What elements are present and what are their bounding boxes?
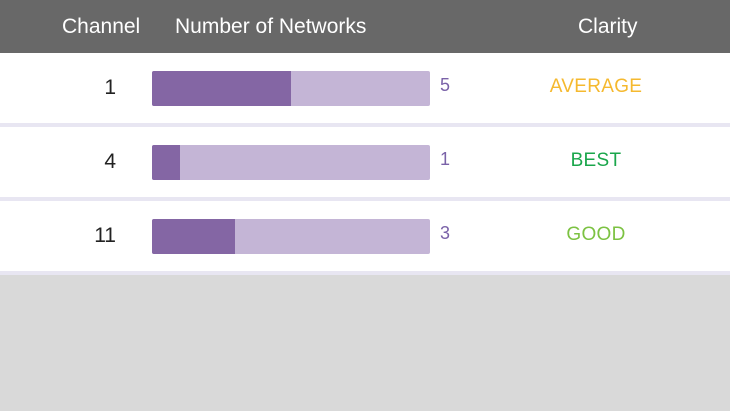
networks-count: 5: [440, 75, 451, 95]
channel-number: 1: [104, 76, 116, 99]
channel-column-header: Channel: [62, 15, 141, 38]
networks-bar: [152, 219, 430, 254]
empty-area: [0, 275, 730, 411]
clarity-label: BEST: [570, 150, 622, 171]
networks-bar-fill: [152, 71, 291, 106]
networks-bar: [152, 71, 430, 106]
table-header: Channel Number of Networks Clarity: [0, 0, 730, 53]
channel-number: 4: [104, 150, 116, 173]
clarity-label: GOOD: [566, 224, 626, 245]
table-row[interactable]: 1 5 AVERAGE: [0, 53, 730, 127]
networks-bar-fill: [152, 145, 180, 180]
channel-number: 11: [94, 224, 116, 247]
clarity-column-header: Clarity: [578, 15, 638, 38]
table-row[interactable]: 11 3 GOOD: [0, 201, 730, 275]
table-row[interactable]: 4 1 BEST: [0, 127, 730, 201]
clarity-label: AVERAGE: [549, 76, 643, 97]
networks-bar-fill: [152, 219, 236, 254]
networks-count: 3: [440, 223, 451, 243]
networks-count: 1: [440, 149, 451, 169]
networks-bar: [152, 145, 430, 180]
networks-column-header: Number of Networks: [175, 15, 367, 38]
